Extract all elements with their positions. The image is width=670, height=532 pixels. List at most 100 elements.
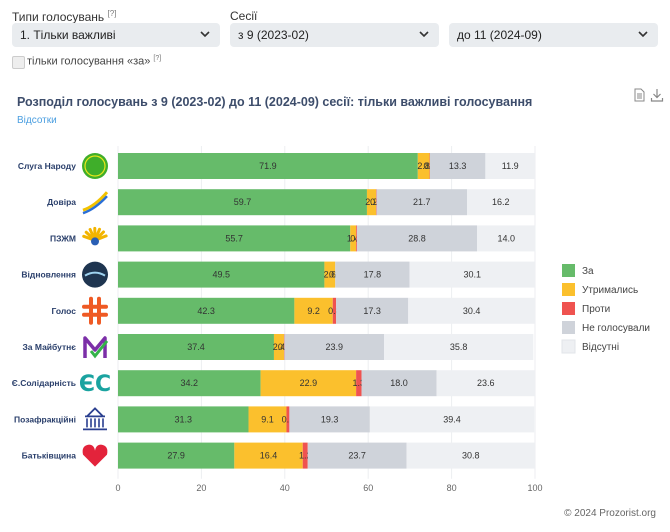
- bar-value-label: 11.9: [502, 161, 519, 171]
- bar-segment[interactable]: [324, 261, 336, 288]
- x-tick-label: 40: [280, 483, 290, 493]
- bar-segment[interactable]: [350, 225, 357, 252]
- bar-segment[interactable]: [118, 189, 367, 216]
- legend-swatch: [562, 264, 575, 277]
- x-tick-label: 60: [363, 483, 373, 493]
- bar-value-label: 39.4: [443, 414, 461, 424]
- bar-segment[interactable]: [234, 442, 303, 469]
- party-label: Батьківщина: [22, 451, 77, 461]
- bar-value-label: 0.2: [350, 233, 363, 243]
- bar-segment[interactable]: [118, 225, 351, 252]
- party-label: ПЗЖМ: [50, 233, 76, 243]
- svg-text:ЄС: ЄС: [79, 372, 111, 397]
- bar-segment[interactable]: [307, 442, 407, 469]
- bar-value-label: 23.7: [348, 451, 366, 461]
- bar-segment[interactable]: [406, 442, 535, 469]
- bar-value-label: 19.3: [321, 414, 339, 424]
- x-tick-label: 20: [196, 483, 206, 493]
- bar-segment[interactable]: [118, 442, 235, 469]
- type-select[interactable]: 1. Тільки важливі: [12, 23, 220, 47]
- type-select-value: 1. Тільки важливі: [20, 28, 116, 42]
- bar-segment[interactable]: [118, 153, 418, 179]
- bar-segment[interactable]: [356, 370, 362, 397]
- legend-label[interactable]: Відсутні: [582, 342, 619, 353]
- only-for-checkbox[interactable]: [12, 56, 25, 69]
- bar-segment[interactable]: [369, 406, 535, 433]
- bar-segment[interactable]: [408, 297, 535, 324]
- legend-swatch: [561, 339, 576, 354]
- bar-segment[interactable]: [294, 297, 333, 324]
- bar-value-label: 0.1: [370, 197, 383, 207]
- bar-segment[interactable]: [467, 189, 535, 216]
- bar-segment[interactable]: [118, 334, 274, 360]
- bar-segment[interactable]: [356, 225, 478, 252]
- bar-value-label: 0.1: [278, 342, 291, 352]
- bar-segment[interactable]: [356, 225, 357, 252]
- bar-value-label: 0.7: [282, 414, 295, 424]
- bar-value-label: 1.2: [299, 451, 312, 461]
- legend-label[interactable]: Утримались: [582, 285, 638, 296]
- holos-logo: [82, 296, 108, 325]
- bar-segment[interactable]: [118, 261, 325, 288]
- bar-segment[interactable]: [477, 225, 536, 252]
- bar-segment[interactable]: [118, 297, 295, 324]
- x-tick-label: 80: [447, 483, 457, 493]
- party-label: Голос: [52, 306, 77, 316]
- legend-label[interactable]: Не голосували: [582, 323, 650, 334]
- bar-segment[interactable]: [429, 153, 486, 179]
- bar-segment[interactable]: [409, 261, 535, 288]
- bar-value-label: 17.3: [363, 306, 381, 316]
- bar-value-label: 30.1: [463, 270, 481, 280]
- chevron-down-icon: [200, 31, 210, 38]
- bar-value-label: 31.3: [174, 414, 192, 424]
- bar-segment[interactable]: [260, 370, 357, 397]
- bar-value-label: 37.4: [187, 342, 205, 352]
- download-icon[interactable]: [650, 88, 664, 102]
- session-to-select[interactable]: до 11 (2024-09): [449, 23, 658, 47]
- bar-segment[interactable]: [286, 406, 290, 433]
- bar-value-label: 21.7: [413, 197, 431, 207]
- bar-segment[interactable]: [118, 406, 249, 433]
- copyright-footer: © 2024 Prozorist.org: [564, 508, 656, 519]
- bar-segment[interactable]: [384, 334, 534, 360]
- dovira-logo: [82, 191, 109, 215]
- party-label: Позафракційні: [14, 414, 76, 424]
- bar-value-label: 71.9: [259, 161, 277, 171]
- bar-segment[interactable]: [284, 334, 385, 360]
- bar-segment[interactable]: [361, 370, 437, 397]
- bar-segment[interactable]: [335, 261, 410, 288]
- only-for-label-text: тільки голосування «за»: [27, 55, 151, 68]
- bar-segment[interactable]: [332, 297, 337, 324]
- only-for-help[interactable]: [?]: [153, 55, 162, 62]
- bar-value-label: 18.0: [390, 378, 408, 388]
- bar-segment[interactable]: [485, 153, 535, 179]
- bar-segment[interactable]: [289, 406, 370, 433]
- bar-segment[interactable]: [376, 189, 468, 216]
- percent-link[interactable]: Відсотки: [17, 115, 57, 126]
- pozafraktsiini-logo: [83, 407, 107, 431]
- bar-segment[interactable]: [302, 442, 308, 469]
- session-from-select[interactable]: з 9 (2023-02): [230, 23, 439, 47]
- legend-swatch: [562, 302, 575, 315]
- type-filter-help[interactable]: [?]: [107, 9, 117, 18]
- only-for-label: тільки голосування «за» [?]: [27, 55, 161, 68]
- bar-value-label: 2.8: [417, 161, 430, 171]
- bar-segment[interactable]: [336, 297, 409, 324]
- bar-segment[interactable]: [248, 406, 287, 433]
- document-icon[interactable]: [632, 88, 646, 102]
- yes-logo: ЄС: [79, 372, 111, 397]
- party-label: Є.Солідарність: [12, 378, 76, 388]
- bar-segment[interactable]: [417, 153, 430, 179]
- legend-label[interactable]: За: [582, 266, 594, 277]
- type-filter-label: Типи голосувань [?]: [12, 9, 116, 24]
- bar-value-label: 14.0: [497, 233, 515, 243]
- bar-value-label: 9.1: [261, 414, 274, 424]
- legend-label[interactable]: Проти: [582, 304, 610, 315]
- vidnovlennia-logo: [82, 261, 108, 288]
- bar-segment[interactable]: [366, 189, 377, 216]
- bar-segment[interactable]: [273, 334, 284, 360]
- bar-value-label: 35.8: [450, 342, 468, 352]
- bar-segment[interactable]: [436, 370, 535, 397]
- bar-value-label: 55.7: [225, 233, 243, 243]
- bar-segment[interactable]: [118, 370, 261, 397]
